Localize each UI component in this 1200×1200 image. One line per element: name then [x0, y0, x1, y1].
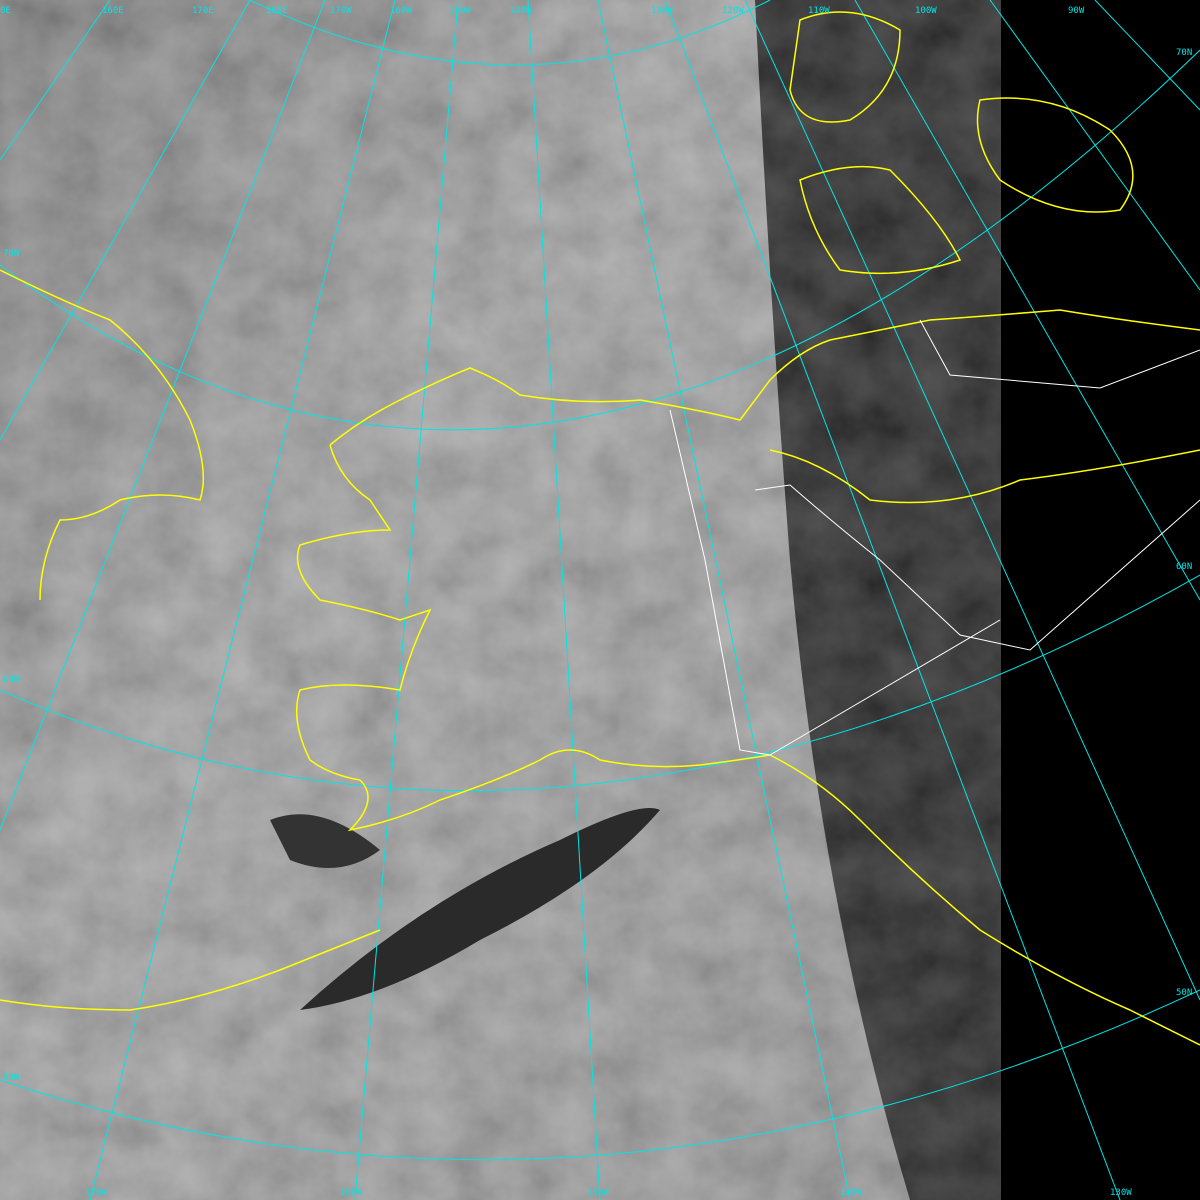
- right-labels: 70N 60N 50N: [1176, 48, 1192, 998]
- label-left: 70N: [3, 249, 19, 259]
- alaska-peninsula: [347, 749, 771, 832]
- top-labels: 0E 160E 170E 180E 170W 160W 150W 140W 13…: [0, 6, 1085, 16]
- label-top: 160W: [390, 6, 412, 16]
- alaska-north-coast: [329, 339, 831, 446]
- meridian-160e: [0, 0, 111, 161]
- meridian-90w: [1094, 0, 1200, 111]
- left-labels: 70N 60N 50N: [3, 249, 19, 1083]
- parallel-70n: [0, 49, 1200, 431]
- label-bottom: 150W: [587, 1188, 609, 1198]
- canada-arctic-coast: [829, 309, 1200, 341]
- label-top: 120W: [722, 6, 744, 16]
- meridian-170e: [0, 0, 251, 441]
- parallel-80n: [249, 0, 771, 66]
- label-top: 180E: [266, 6, 288, 16]
- label-right: 70N: [1176, 48, 1192, 58]
- label-top: 100W: [915, 6, 937, 16]
- arctic-islands-3: [789, 11, 901, 123]
- bottom-labels: 170W 160W 150W 140W 130W: [85, 1188, 1132, 1198]
- meridian-120w: [744, 0, 1200, 1001]
- meridian-160w: [354, 0, 459, 1200]
- label-bottom: 160W: [340, 1188, 362, 1198]
- meridian-110w: [854, 0, 1200, 601]
- aleutian-chain: [0, 929, 381, 1011]
- label-left: 50N: [3, 1073, 19, 1083]
- alaska-west-coast: [295, 444, 432, 781]
- label-top: 170W: [330, 6, 352, 16]
- bc-border: [769, 619, 1001, 756]
- meridian-130w: [664, 0, 1121, 1200]
- meridian-150w: [527, 0, 601, 1200]
- canada-provincial-border: [754, 484, 1200, 651]
- gulf-of-alaska-clear-water: [300, 808, 660, 1010]
- meridian-180: [0, 0, 326, 831]
- meridian-140w: [597, 0, 851, 1200]
- canada-territorial-border: [919, 319, 1200, 389]
- label-right: 60N: [1176, 562, 1192, 572]
- coastlines: [0, 11, 1200, 1046]
- chukotka-coast: [0, 269, 205, 601]
- label-top: 160E: [102, 6, 124, 16]
- label-top: 140W: [510, 6, 532, 16]
- label-top: 110W: [808, 6, 830, 16]
- meridian-170w: [89, 0, 396, 1200]
- alaska-canada-border: [669, 409, 771, 756]
- label-right: 50N: [1176, 988, 1192, 998]
- label-left: 60N: [3, 675, 19, 685]
- cloud-texture: [0, 0, 910, 1200]
- label-bottom: 130W: [1110, 1188, 1132, 1198]
- arctic-islands: [799, 165, 962, 275]
- label-top: 170E: [192, 6, 214, 16]
- label-top: 0E: [0, 6, 11, 16]
- political-borders: [669, 319, 1200, 756]
- label-top: 150W: [449, 6, 471, 16]
- arctic-islands-2: [976, 97, 1134, 213]
- label-top: 130W: [651, 6, 673, 16]
- parallel-50n: [0, 989, 1200, 1161]
- canada-mainland-coast: [769, 449, 1200, 504]
- label-top: 90W: [1068, 6, 1085, 16]
- bering-sea-dark: [270, 814, 380, 868]
- label-bottom: 140W: [840, 1188, 862, 1198]
- southeast-alaska-coast: [769, 754, 1200, 1046]
- parallel-60n: [0, 574, 1200, 792]
- label-bottom: 170W: [85, 1188, 107, 1198]
